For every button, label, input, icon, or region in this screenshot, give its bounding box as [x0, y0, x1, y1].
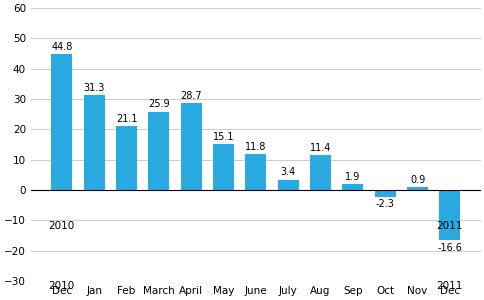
Text: 1.9: 1.9	[345, 172, 360, 182]
Text: 2010: 2010	[48, 281, 75, 291]
Text: -2.3: -2.3	[375, 200, 394, 209]
Bar	[212, 144, 234, 190]
Bar	[309, 155, 331, 190]
Bar	[439, 190, 459, 240]
Text: 0.9: 0.9	[409, 175, 424, 185]
Text: 28.7: 28.7	[180, 91, 202, 100]
Text: -16.6: -16.6	[437, 243, 461, 253]
Bar	[51, 54, 72, 190]
Text: 11.4: 11.4	[309, 143, 331, 153]
Bar	[116, 126, 137, 190]
Bar	[374, 190, 395, 197]
Bar	[245, 154, 266, 190]
Text: 11.8: 11.8	[245, 142, 266, 152]
Bar	[342, 184, 363, 190]
Text: 21.1: 21.1	[116, 114, 137, 124]
Text: 15.1: 15.1	[212, 132, 234, 142]
Text: 2011: 2011	[436, 220, 462, 231]
Bar	[181, 103, 201, 190]
Bar	[84, 95, 105, 190]
Text: 25.9: 25.9	[148, 99, 169, 109]
Text: 2010: 2010	[48, 220, 75, 231]
Text: 3.4: 3.4	[280, 167, 295, 177]
Bar	[148, 112, 169, 190]
Text: 44.8: 44.8	[51, 42, 73, 52]
Text: 2011: 2011	[436, 281, 462, 291]
Text: 31.3: 31.3	[83, 83, 105, 93]
Bar	[277, 180, 298, 190]
Bar	[406, 187, 427, 190]
